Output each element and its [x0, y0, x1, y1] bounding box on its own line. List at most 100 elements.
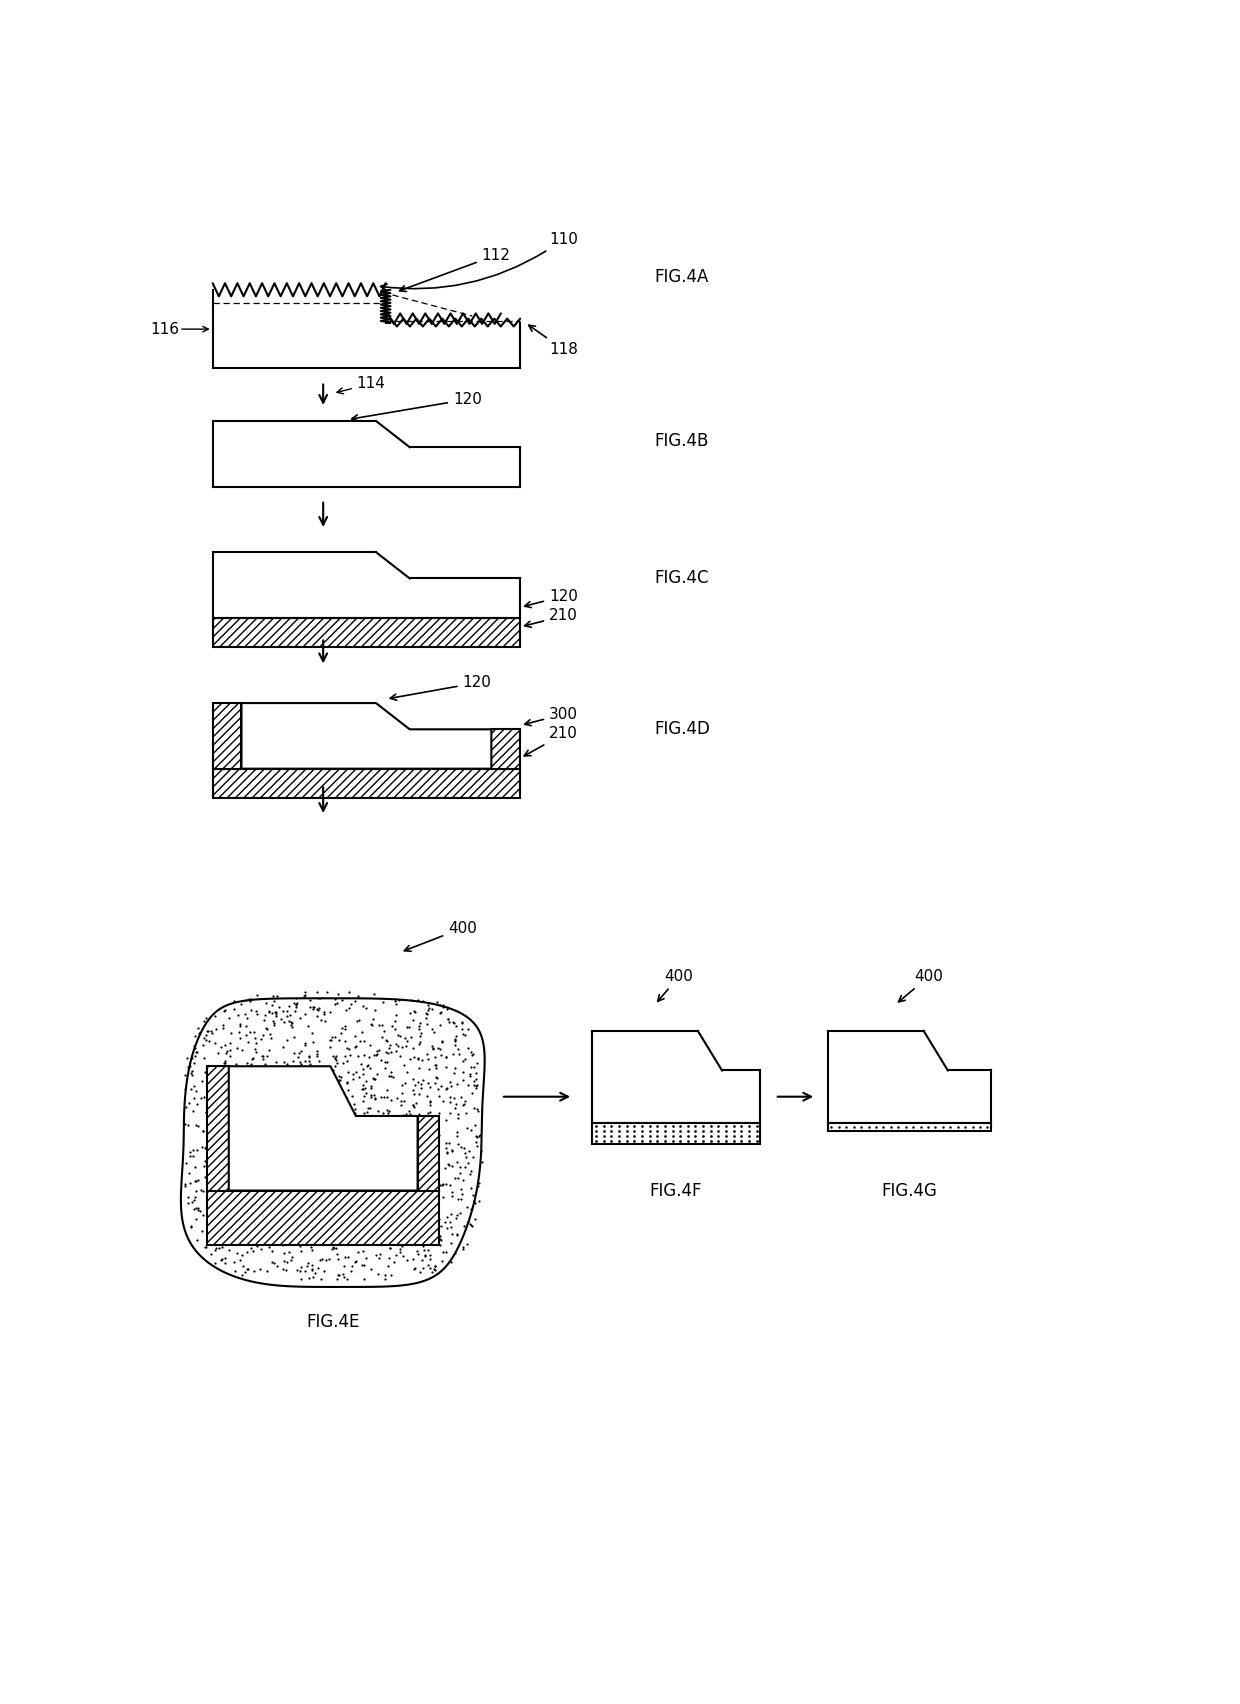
Point — [361, 1010, 381, 1038]
Point — [357, 993, 377, 1021]
Point — [265, 1104, 285, 1131]
Point — [463, 1079, 482, 1106]
Point — [223, 1118, 243, 1145]
Point — [325, 985, 345, 1012]
Point — [217, 1220, 237, 1247]
Point — [301, 1229, 321, 1256]
Point — [389, 1225, 409, 1252]
Point — [373, 1167, 393, 1195]
Point — [310, 1246, 330, 1273]
Point — [301, 1256, 321, 1283]
Point — [340, 1041, 360, 1068]
Point — [453, 1058, 472, 1085]
Point — [386, 1164, 405, 1191]
Point — [190, 1198, 210, 1225]
Point — [236, 1104, 255, 1131]
Point — [198, 1181, 218, 1208]
Point — [361, 1084, 381, 1111]
Point — [378, 1215, 398, 1242]
Point — [441, 1137, 461, 1164]
Point — [404, 1256, 424, 1283]
Point — [273, 997, 293, 1024]
Point — [368, 1261, 388, 1288]
Point — [200, 1028, 219, 1055]
Point — [317, 1121, 337, 1148]
Point — [439, 1130, 459, 1157]
Point — [294, 1147, 314, 1174]
Point — [399, 1097, 419, 1125]
Point — [293, 1159, 312, 1186]
Point — [311, 1005, 331, 1033]
Point — [412, 1070, 432, 1097]
Point — [175, 1111, 195, 1138]
Point — [466, 1060, 486, 1087]
Point — [315, 1206, 335, 1234]
Point — [352, 1164, 372, 1191]
Point — [203, 1155, 223, 1183]
Point — [435, 1239, 455, 1266]
Point — [234, 1155, 254, 1183]
Point — [440, 1068, 460, 1096]
Point — [226, 1220, 246, 1247]
Point — [420, 1089, 440, 1116]
Point — [324, 1234, 343, 1261]
Point — [296, 1188, 316, 1215]
Point — [353, 1123, 373, 1150]
Point — [196, 1234, 216, 1261]
Point — [259, 1176, 279, 1203]
Point — [381, 1118, 401, 1145]
Point — [232, 1060, 252, 1087]
Point — [346, 1184, 366, 1212]
Point — [242, 1046, 262, 1074]
Point — [324, 1126, 343, 1154]
Point — [387, 1085, 407, 1113]
Point — [216, 1111, 236, 1138]
Point — [310, 1159, 330, 1186]
Point — [233, 1252, 253, 1280]
Point — [365, 997, 384, 1024]
Point — [407, 1220, 427, 1247]
Point — [216, 1193, 236, 1220]
Point — [274, 1247, 294, 1275]
Point — [381, 1235, 401, 1263]
Point — [399, 1177, 419, 1205]
Point — [308, 1254, 327, 1281]
Point — [268, 1147, 288, 1174]
Point — [265, 999, 285, 1026]
Point — [228, 1196, 248, 1223]
Point — [404, 1094, 424, 1121]
Point — [255, 1145, 275, 1172]
Point — [341, 1201, 361, 1229]
Point — [351, 1143, 371, 1171]
Point — [410, 1019, 430, 1046]
Point — [264, 1111, 284, 1138]
Point — [216, 1143, 236, 1171]
Point — [216, 1050, 236, 1077]
Point — [229, 1152, 249, 1179]
Point — [420, 1074, 440, 1101]
Point — [293, 1147, 312, 1174]
Point — [311, 1063, 331, 1091]
Point — [244, 1024, 264, 1051]
Point — [408, 1120, 428, 1147]
Point — [202, 1230, 222, 1258]
Point — [280, 1218, 300, 1246]
Point — [288, 1154, 308, 1181]
Point — [376, 1048, 396, 1075]
Point — [334, 1181, 353, 1208]
Point — [386, 1031, 405, 1058]
Point — [290, 1232, 310, 1259]
Point — [347, 1220, 367, 1247]
Point — [440, 1208, 460, 1235]
Point — [248, 1157, 268, 1184]
Point — [415, 1106, 435, 1133]
Point — [330, 1164, 350, 1191]
Point — [325, 1045, 345, 1072]
Point — [299, 1249, 319, 1276]
Point — [403, 1091, 423, 1118]
Point — [337, 1048, 357, 1075]
Point — [284, 1166, 304, 1193]
Point — [295, 1087, 315, 1114]
Point — [348, 1118, 368, 1145]
Point — [315, 1135, 335, 1162]
